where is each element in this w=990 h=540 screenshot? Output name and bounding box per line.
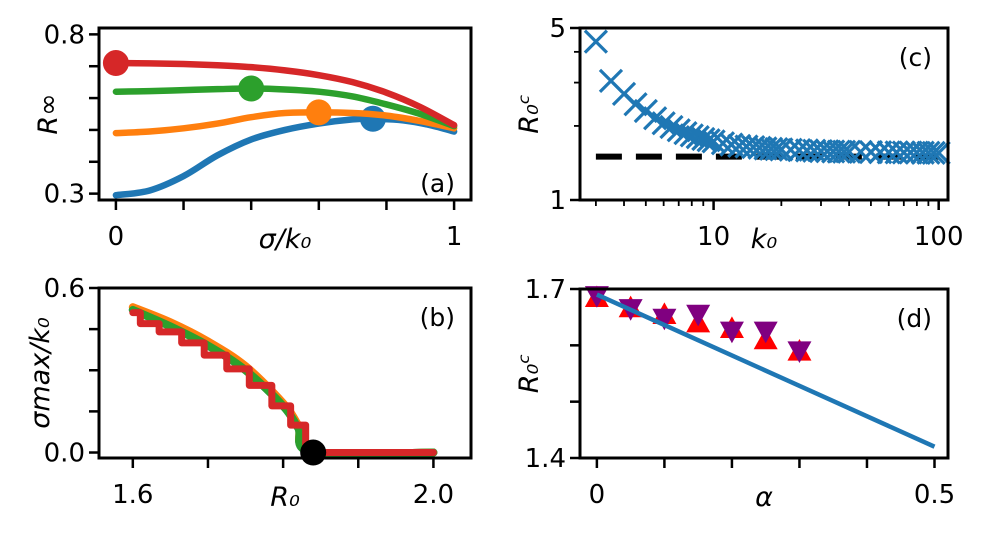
panel-d: 0 0.5 1.4 1.7 (d) α R₀ᶜ: [514, 275, 955, 513]
x-marker-c: [583, 29, 609, 54]
axes-frame-c: [578, 26, 950, 202]
x-marker-c: [848, 139, 873, 165]
y-tick-label-d: 1.4: [525, 444, 566, 474]
axes-frame-d: [578, 287, 950, 460]
peak-marker-a-3: [102, 50, 129, 77]
panel-label-b: (b): [420, 303, 455, 332]
x-marker-c: [916, 140, 941, 165]
panel-a: 0 1 0.3 0.8 (a) σ/k₀ R∞: [33, 20, 473, 255]
down-triangle-marker-d: [686, 304, 711, 327]
peak-marker-a-2: [238, 75, 265, 102]
x-axis-label-b: R₀: [270, 482, 300, 513]
critical-point-b: [300, 439, 327, 466]
y-tick-label-a: 0.3: [44, 180, 85, 210]
down-triangle-marker-d: [753, 321, 778, 344]
peak-marker-a-0: [359, 105, 386, 132]
y-axis-label-a: R∞: [33, 93, 64, 134]
x-tick-label-a: 1: [446, 222, 463, 252]
down-triangle-marker-d: [787, 341, 812, 363]
x-marker-c: [836, 139, 862, 164]
y-axis-label-c: R₀ᶜ: [514, 94, 545, 134]
x-marker-c: [666, 118, 691, 143]
x-marker-c: [696, 128, 721, 153]
panel-c: 10 100 1 5 (c) k₀ R₀ᶜ: [514, 14, 964, 255]
y-tick-label-c: 5: [549, 14, 566, 44]
x-tick-label-c: 100: [914, 222, 964, 252]
panel-b: 1.6 2.0 0.0 0.6 (b) R₀ σmax/k₀: [25, 274, 473, 513]
x-marker-c: [651, 111, 676, 136]
panel-label-a: (a): [420, 169, 455, 198]
y-tick-label-a: 0.8: [44, 20, 85, 50]
fit-line-d: [595, 292, 936, 449]
down-triangle-marker-d: [652, 308, 677, 331]
series-line-a-2: [112, 85, 458, 130]
panel-label-c: (c): [899, 43, 932, 72]
x-tick-label-d: 0.5: [914, 480, 955, 510]
y-tick-label-d: 1.7: [525, 275, 566, 305]
x-marker-c: [898, 140, 923, 165]
y-tick-label-b: 0.0: [44, 439, 85, 469]
x-marker-c: [921, 140, 946, 165]
x-axis-label-c: k₀: [751, 224, 778, 255]
x-tick-label-b: 1.6: [112, 480, 153, 510]
x-marker-c: [758, 136, 784, 161]
x-axis-label-a: σ/k₀: [259, 224, 312, 255]
x-marker-c: [659, 114, 684, 140]
series-line-a-3: [112, 59, 458, 129]
x-marker-c: [769, 137, 794, 162]
x-axis-label-d: α: [755, 482, 773, 513]
peak-marker-a-1: [305, 99, 332, 126]
panel-label-d: (d): [897, 304, 932, 333]
y-tick-label-b: 0.6: [44, 274, 85, 304]
y-tick-label-c: 1: [549, 186, 566, 216]
y-axis-label-d: R₀ᶜ: [514, 354, 545, 394]
x-marker-c: [926, 140, 951, 165]
axes-frame-b: [97, 286, 473, 460]
x-tick-label-c: 10: [697, 222, 730, 252]
x-marker-c: [826, 139, 851, 164]
x-marker-c: [623, 92, 648, 117]
y-axis-label-b: σmax/k₀: [25, 317, 56, 429]
axes-frame-a: [97, 26, 473, 202]
series-line-a-1: [112, 109, 458, 137]
x-tick-label-b: 2.0: [413, 480, 454, 510]
x-tick-label-a: 0: [108, 222, 125, 252]
down-triangle-marker-d: [719, 321, 744, 344]
x-marker-c: [858, 139, 884, 165]
series-line-b-3: [129, 309, 437, 457]
x-tick-label-d: 0: [589, 480, 606, 510]
